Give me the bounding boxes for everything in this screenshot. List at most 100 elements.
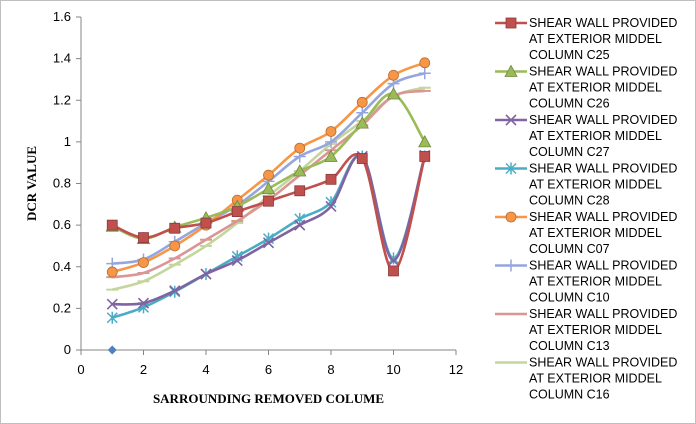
data-point [356,153,368,164]
data-point [138,232,149,244]
series-line [112,154,427,306]
legend-item: SHEAR WALL PROVIDED AT EXTERIOR MIDDEL COL… [495,65,677,111]
legend-label: AT EXTERIOR MIDDEL [529,275,662,289]
legend-item: SHEAR WALL PROVIDED AT EXTERIOR MIDDEL COL… [495,356,677,402]
data-point [106,311,118,324]
x-tick-label: 4 [202,362,209,377]
legend-swatch-marker [505,114,517,126]
data-point [200,268,212,280]
legend-label: AT EXTERIOR MIDDEL [529,226,662,240]
legend-label: SHEAR WALL PROVIDED [529,65,677,79]
x-axis-title: SARROUNDING REMOVED COLUME [153,391,384,406]
data-point [106,298,118,310]
data-point [169,222,181,234]
legend-item: SHEAR WALL PROVIDED AT EXTERIOR MIDDEL COL… [495,162,677,208]
legend-label: AT EXTERIOR MIDDEL [529,178,662,192]
data-point [231,206,243,217]
data-point [355,116,369,129]
data-point [293,164,307,177]
legend-label: SHEAR WALL PROVIDED [529,210,677,224]
data-point [388,265,399,277]
legend-swatch-marker [505,259,517,272]
legend-label: COLUMN C10 [529,291,610,305]
legend-label: AT EXTERIOR MIDDEL [529,32,662,46]
data-point [387,254,400,267]
legend-label: COLUMN C13 [529,339,610,353]
extra-data-point [107,345,117,355]
y-tick-label: 1 [64,134,71,149]
x-tick-label: 6 [265,362,272,377]
legend-item: SHEAR WALL PROVIDED AT EXTERIOR MIDDEL COL… [495,307,677,353]
data-point [106,219,118,231]
legend-swatch-marker [505,211,517,223]
legend-label: SHEAR WALL PROVIDED [529,307,677,321]
data-point [325,200,337,212]
data-point [386,87,401,100]
data-point [263,169,274,181]
data-point [169,240,181,252]
legend-item: SHEAR WALL PROVIDED AT EXTERIOR MIDDEL COL… [495,259,677,305]
legend-label: COLUMN C26 [529,97,610,111]
legend-swatch-marker [504,64,518,77]
legend-label: COLUMN C25 [529,48,610,62]
y-tick-label: 0 [64,342,71,357]
series-1 [106,151,431,277]
series-5 [106,57,431,278]
legend-label: SHEAR WALL PROVIDED [529,16,677,30]
y-tick-label: 1.6 [53,9,71,24]
data-point [294,219,306,231]
legend-swatch-marker [505,17,517,29]
legend-label: AT EXTERIOR MIDDEL [529,129,662,143]
legend-label: AT EXTERIOR MIDDEL [529,372,662,386]
data-point [388,69,399,81]
data-point [325,173,337,185]
legend-label: AT EXTERIOR MIDDEL [529,323,662,337]
y-axis-title: DCR VALUE [24,146,39,221]
data-point [263,195,274,207]
legend-label: SHEAR WALL PROVIDED [529,162,677,176]
x-tick-label: 12 [449,362,463,377]
x-tick-label: 2 [140,362,147,377]
data-point [324,149,338,162]
y-tick-label: 0.4 [53,259,71,274]
legend-label: COLUMN C07 [529,242,610,256]
data-point [419,57,431,69]
legend-item: SHEAR WALL PROVIDED AT EXTERIOR MIDDEL COL… [495,113,677,159]
y-tick-label: 0.8 [53,176,71,191]
data-point [106,266,118,278]
data-point [294,185,306,197]
legend-swatch-marker [505,162,517,175]
legend-label: COLUMN C27 [529,145,610,159]
legend: SHEAR WALL PROVIDED AT EXTERIOR MIDDEL COL… [495,16,677,402]
data-point [418,67,431,80]
legend-label: SHEAR WALL PROVIDED [529,356,677,370]
legend-item: SHEAR WALL PROVIDED AT EXTERIOR MIDDEL COL… [495,16,677,62]
data-point [356,96,368,108]
legend-label: SHEAR WALL PROVIDED [529,259,677,273]
series-3 [106,149,431,310]
y-tick-label: 1.4 [53,51,71,66]
x-tick-label: 8 [327,362,334,377]
legend-label: COLUMN C16 [529,388,610,402]
data-point [137,297,150,309]
data-point [261,181,276,195]
legend-label: AT EXTERIOR MIDDEL [529,81,662,95]
data-point [138,257,149,268]
data-point [231,254,243,267]
data-point [419,151,431,162]
legend-label: SHEAR WALL PROVIDED [529,113,677,127]
legend-item: SHEAR WALL PROVIDED AT EXTERIOR MIDDEL COL… [495,210,677,256]
series-group [105,57,432,324]
data-point [418,135,432,148]
data-point [262,237,275,249]
data-point [294,142,306,154]
y-tick-label: 0.6 [53,217,71,232]
data-point [169,285,181,297]
y-tick-label: 1.2 [53,92,71,107]
data-point [325,135,337,148]
data-point [325,126,337,137]
data-point [200,217,212,229]
x-tick-label: 10 [386,362,400,377]
